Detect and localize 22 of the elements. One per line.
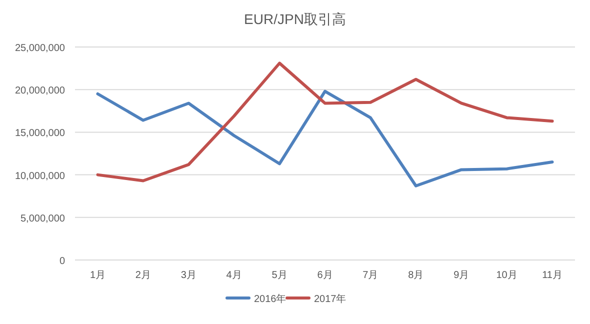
x-tick-label: 2月 bbox=[135, 270, 151, 281]
y-tick-label: 25,000,000 bbox=[14, 43, 66, 54]
y-tick-label: 0 bbox=[59, 256, 66, 267]
chart-title: EUR/JPN取引高 bbox=[244, 11, 346, 27]
x-tick-label: 8月 bbox=[408, 270, 424, 281]
y-tick-label: 10,000,000 bbox=[14, 170, 66, 182]
x-tick-label: 1月 bbox=[90, 270, 106, 281]
y-tick-label: 20,000,000 bbox=[14, 86, 66, 97]
y-tick-label: 15,000,000 bbox=[14, 128, 66, 140]
legend-label: 2016年 bbox=[254, 293, 286, 305]
x-tick-label: 6月 bbox=[317, 270, 333, 281]
x-tick-label: 11月 bbox=[542, 270, 562, 281]
x-tick-label: 5月 bbox=[272, 270, 288, 281]
x-tick-label: 10月 bbox=[496, 270, 518, 281]
legend-label: 2017年 bbox=[314, 293, 346, 305]
line-series bbox=[96, 90, 554, 188]
x-tick-label: 3月 bbox=[180, 270, 196, 281]
x-tick-label: 7月 bbox=[362, 270, 378, 281]
line-series bbox=[96, 62, 554, 182]
y-tick-label: 5,000,000 bbox=[20, 213, 66, 224]
x-tick-label: 4月 bbox=[226, 270, 242, 281]
x-tick-label: 9月 bbox=[454, 270, 470, 281]
